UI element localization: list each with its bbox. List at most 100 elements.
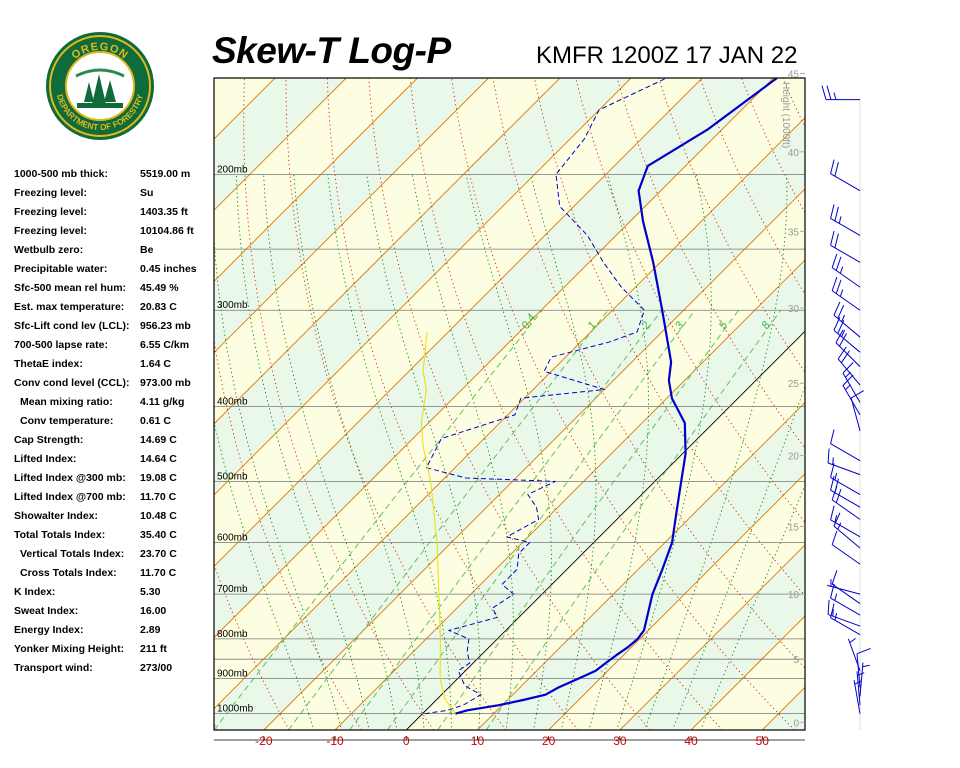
x-tick-label: -10 [326, 734, 344, 748]
wind-barb-flag [827, 448, 830, 464]
index-value: 956.23 mb [140, 320, 191, 332]
wind-barb-flag [837, 346, 847, 360]
wind-barb [830, 159, 861, 192]
index-value: 5.30 [140, 586, 161, 598]
wind-barb-flag [831, 570, 838, 585]
pressure-label: 300mb [217, 300, 248, 311]
wind-barb-half-flag [862, 664, 870, 668]
wind-barb-staff [830, 617, 861, 636]
moist-adiabat-line [308, 713, 315, 730]
station-time-label: KMFR 1200Z 17 JAN 22 [536, 42, 798, 69]
temperature-band [214, 117, 805, 730]
wind-barb [831, 570, 861, 604]
moist-adiabat-line [422, 713, 425, 730]
wind-barb-flag [839, 333, 848, 347]
isotherm-line [334, 259, 805, 730]
wind-barb [830, 463, 861, 495]
wind-barb-half-flag [834, 515, 838, 523]
wind-barb [831, 253, 861, 288]
moist-adiabat-line [644, 713, 651, 730]
height-tick-label: 10 [788, 590, 800, 601]
index-label: Sfc-Lift cond lev (LCL): [14, 320, 130, 332]
x-tick-label: 20 [542, 734, 556, 748]
dry-adiabat-line [824, 78, 960, 730]
wind-barb-staff [850, 397, 861, 431]
wind-barb-flag [827, 599, 830, 615]
index-row: ThetaE index: 1.64 C [14, 358, 214, 377]
wind-barb-staff [837, 358, 861, 386]
mixing-ratio-line [349, 309, 663, 730]
index-value: 16.00 [140, 605, 167, 617]
moist-adiabat-line [621, 174, 712, 714]
index-row: Showalter Index: 10.48 C [14, 510, 214, 529]
index-row: 700-500 lapse rate: 6.55 C/km [14, 339, 214, 358]
moist-adiabat-line [593, 174, 649, 714]
wind-barb-flag [831, 530, 838, 545]
isotherm-line [214, 78, 418, 283]
moist-adiabat-line [365, 713, 370, 730]
pressure-label: 600mb [217, 532, 248, 543]
wind-barb-staff [831, 499, 861, 520]
wind-barb-flag [842, 362, 854, 374]
isotherm-line [619, 544, 805, 730]
wind-barb-flag [834, 206, 839, 222]
moist-adiabat-line [505, 713, 509, 730]
wind-barb-staff [830, 173, 861, 192]
height-axis-title: Height (1000ft) [780, 82, 791, 148]
index-value: Be [140, 244, 154, 256]
wind-barb-flag [830, 429, 835, 444]
index-row: Total Totals Index: 35.40 C [14, 529, 214, 548]
isotherm-line [0, 78, 204, 730]
wind-barb-staff [831, 290, 861, 311]
logo-seal-icon: OREGON DEPARTMENT OF FORESTRY [46, 32, 154, 140]
wind-barbs [821, 85, 871, 730]
wind-barb-half-flag [834, 593, 838, 601]
index-row: Freezing level: 10104.86 ft [14, 225, 214, 244]
mixing-ratio-line [485, 309, 782, 730]
index-row: Precipitable water: 0.45 inches [14, 263, 214, 282]
height-tick-label: 40 [788, 148, 800, 159]
wind-barb [833, 316, 861, 353]
height-tick-label: 0 [793, 718, 799, 729]
wind-barb-staff [831, 544, 861, 565]
wind-barb-staff [856, 653, 861, 688]
index-label: Freezing level: [14, 206, 87, 218]
wind-barb-staff [827, 613, 861, 627]
isobars [214, 173, 805, 715]
index-row: Freezing level: Su [14, 187, 214, 206]
moist-adiabat-line [700, 713, 708, 730]
dry-adiabat-line [948, 78, 960, 730]
index-value: 1.64 C [140, 358, 171, 370]
height-tick-label: 30 [788, 304, 800, 315]
wind-barb-half-flag [837, 522, 842, 530]
pressure-label: 500mb [217, 471, 248, 482]
index-value: 6.55 C/km [140, 339, 190, 351]
wind-barb-flag [826, 85, 832, 100]
wind-barb [827, 579, 861, 595]
wind-barb-staff [830, 443, 861, 462]
isotherm-line [214, 78, 489, 354]
height-tick-label: 45 [788, 70, 800, 81]
wind-barb [835, 329, 861, 368]
index-row: Sweat Index: 16.00 [14, 605, 214, 624]
pressure-label: 1000mb [217, 704, 254, 715]
x-tick-label: 0 [403, 734, 410, 748]
wind-barb-half-flag [841, 329, 846, 337]
index-value: 14.64 C [140, 453, 177, 465]
index-label: Total Totals Index: [14, 529, 106, 541]
index-label: Conv temperature: [20, 415, 114, 427]
index-row: Mean mixing ratio: 4.11 g/kg [14, 396, 214, 415]
isotherm-line [214, 117, 805, 710]
index-value: 4.11 g/kg [140, 396, 185, 408]
moist-adiabat-line [560, 713, 566, 730]
wind-barb-flag [835, 488, 842, 503]
index-label: Freezing level: [14, 187, 87, 199]
plot-area [0, 78, 960, 730]
wind-barb-half-flag [834, 612, 838, 621]
index-value: 0.45 inches [140, 263, 197, 275]
pressure-labels: 1000mb 900mb 800mb 700mb 600mb 500mb 400mb 300m… [217, 164, 254, 714]
index-label: ThetaE index: [14, 358, 83, 370]
index-row: Lifted Index: 14.64 C [14, 453, 214, 472]
wind-barb-flag [821, 85, 827, 100]
wind-barb-staff [830, 489, 861, 508]
